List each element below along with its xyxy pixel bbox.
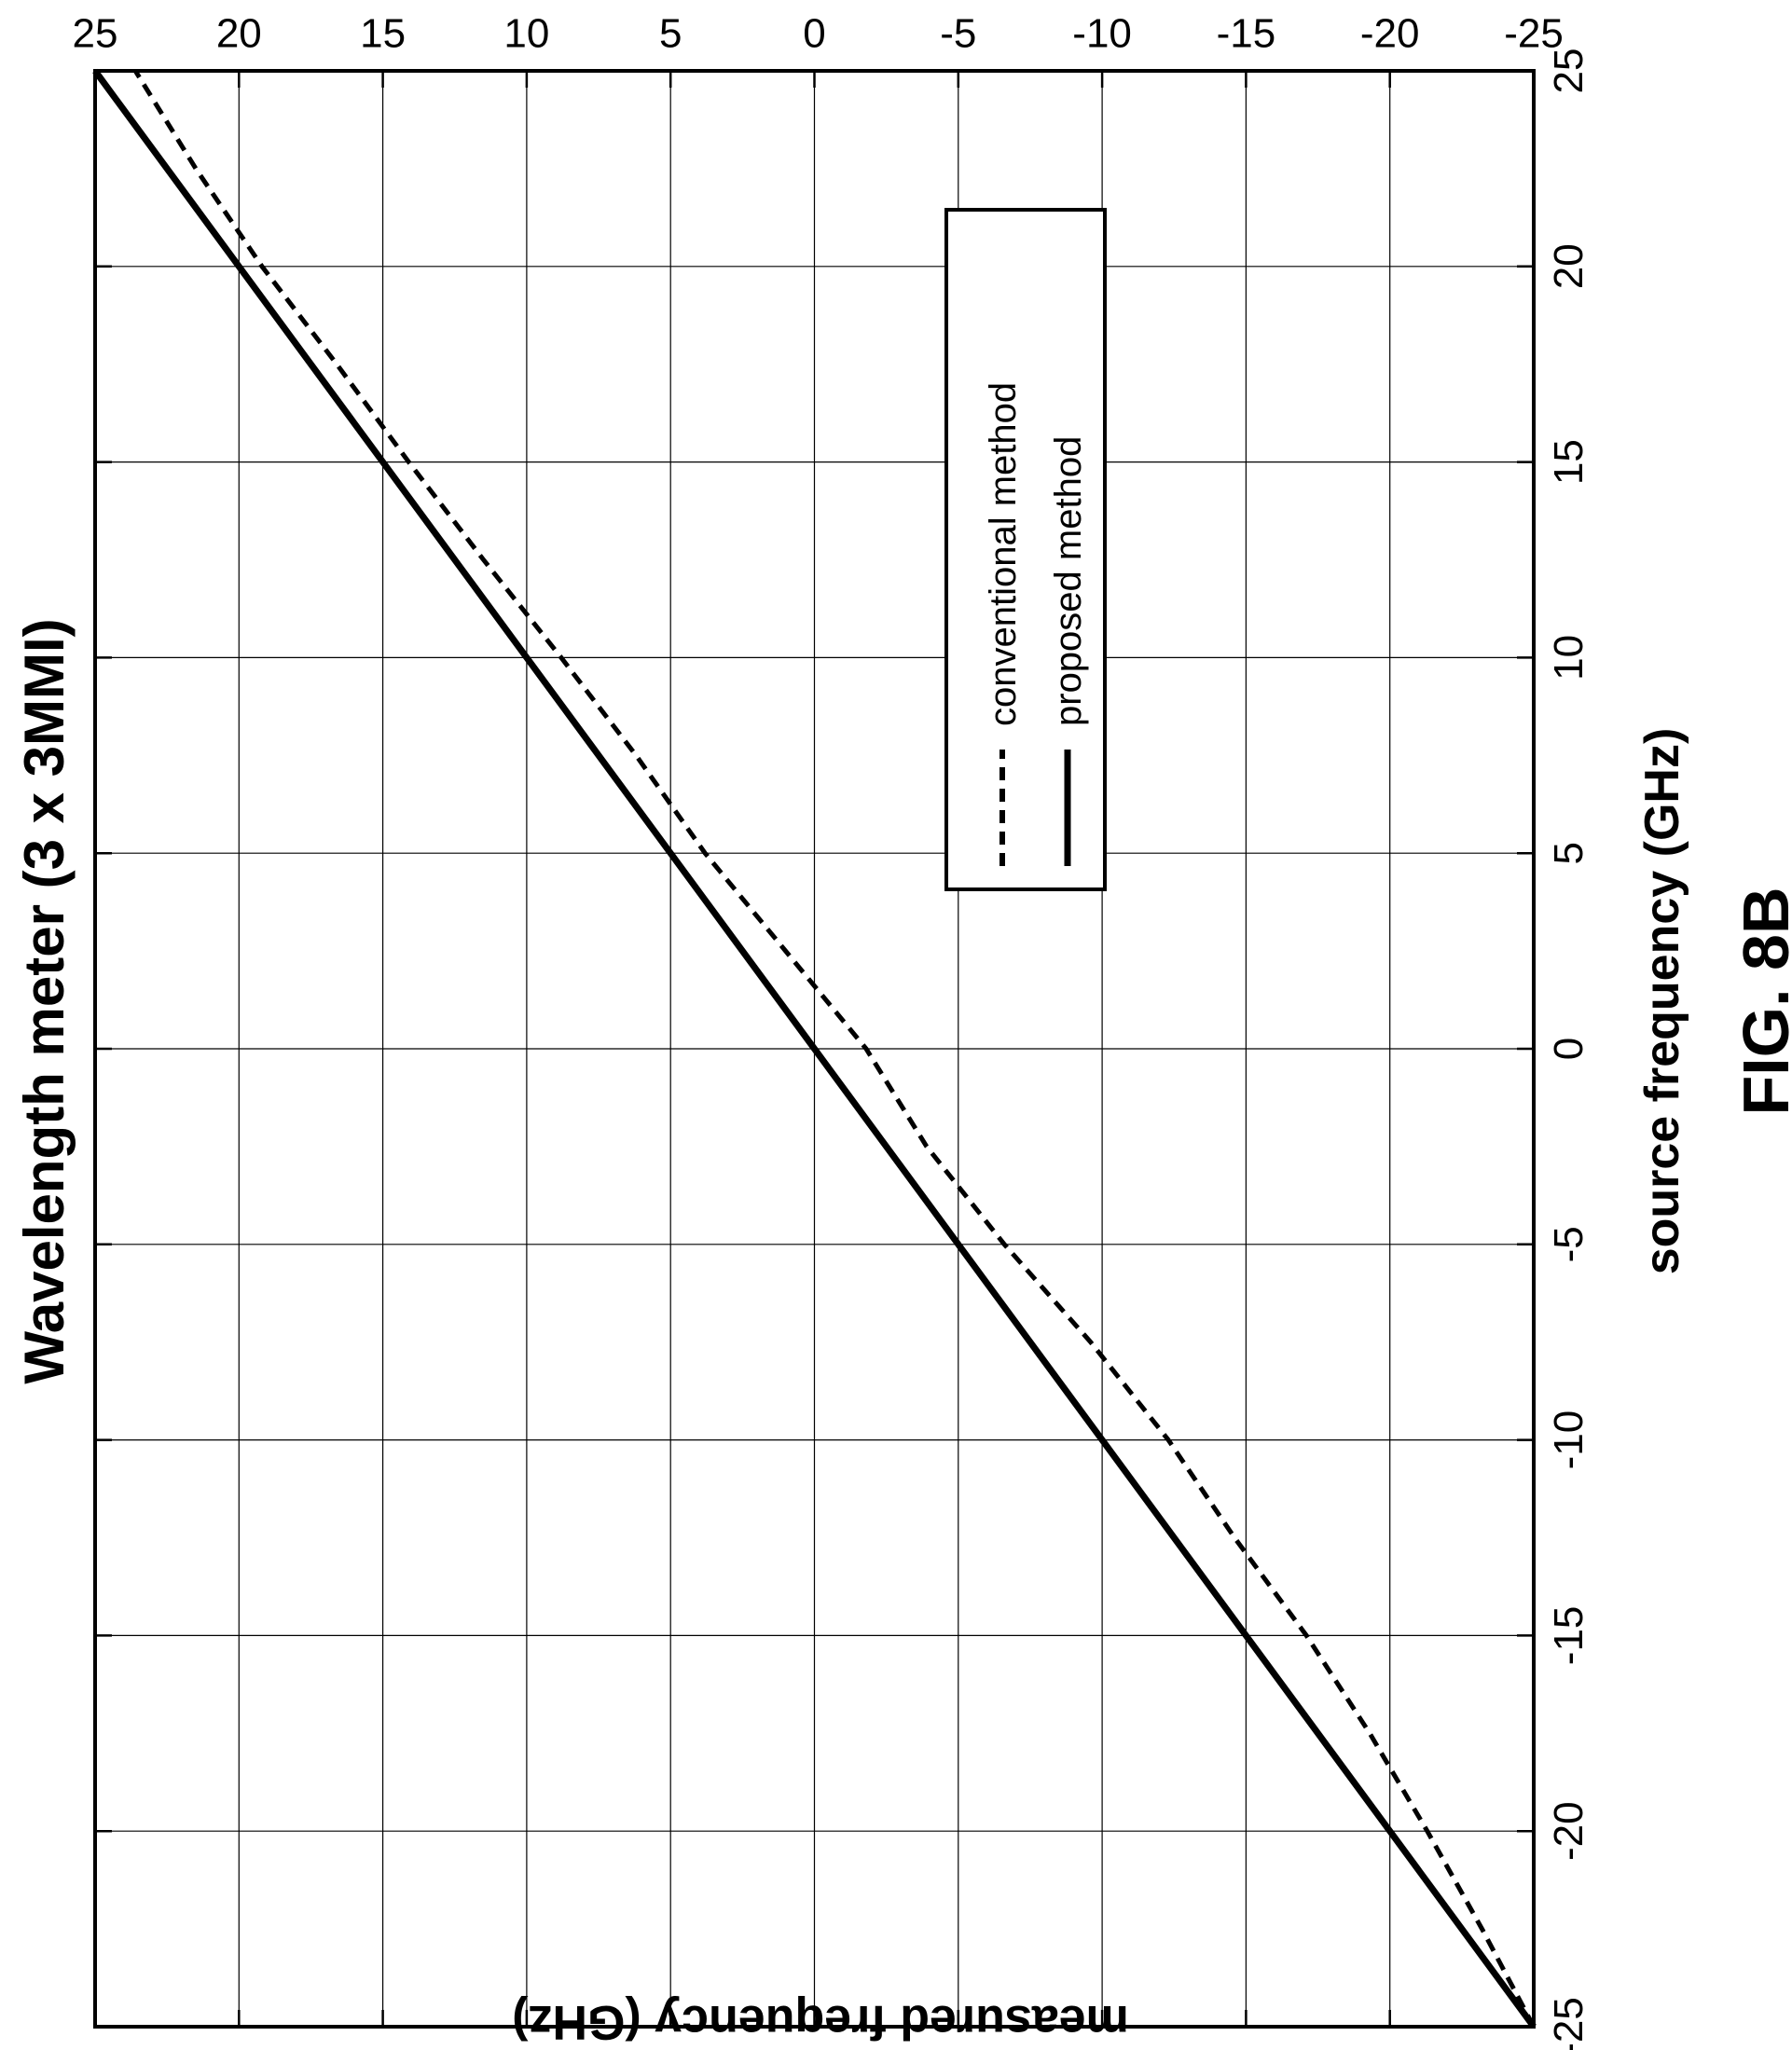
x-tick-label: -20: [1546, 1801, 1592, 1861]
x-tick-label: -5: [1546, 1226, 1592, 1262]
x-tick-label: 5: [1546, 842, 1592, 864]
legend-entry-conventional: conventional method: [983, 382, 1024, 726]
y-tick-label: -15: [1217, 11, 1276, 57]
y-tick-label: 20: [216, 11, 262, 57]
y-tick-label: 5: [659, 11, 682, 57]
chart-title: Wavelength meter (3 x 3MMI): [13, 618, 76, 1383]
series-line-proposed: [92, 68, 1537, 2029]
x-tick-label: -15: [1546, 1606, 1592, 1666]
y-tick-label: -10: [1072, 11, 1132, 57]
rotated-chart-group: Wavelength meter (3 x 3MMI) -25 -20 -15 -10…: [13, 11, 1792, 2050]
legend-entry-proposed: proposed method: [1048, 436, 1089, 726]
legend-box: [944, 208, 1107, 891]
y-tick-label: 15: [360, 11, 406, 57]
y-tick-label: 25: [73, 11, 118, 57]
x-tick-label: -10: [1546, 1410, 1592, 1470]
x-tick-label: 20: [1546, 243, 1592, 289]
series-line-conventional: [133, 69, 1537, 2029]
y-tick-label: 0: [803, 11, 825, 57]
x-axis-label: source frequency (GHz): [1635, 728, 1689, 1275]
series-lines: [92, 68, 1537, 2029]
x-tick-label: 0: [1546, 1038, 1592, 1060]
x-tick-labels: -25 -20 -15 -10 -5 0 5 10 15 20 25: [1546, 48, 1592, 2050]
y-tick-label: 10: [503, 11, 549, 57]
y-tick-label: -5: [940, 11, 976, 57]
plot-frame: [93, 69, 1536, 2029]
y-tick-label: -25: [1504, 11, 1564, 57]
legend: conventional method proposed method: [944, 208, 1107, 891]
x-tick-label: -25: [1546, 1997, 1592, 2050]
figure-label: FIG. 8B: [1730, 887, 1792, 1115]
y-tick-label: -20: [1360, 11, 1420, 57]
y-axis-label: measured frequency (GHz): [512, 1995, 1129, 2049]
x-tick-label: 15: [1546, 439, 1592, 485]
x-tick-label: 10: [1546, 635, 1592, 681]
x-tick-label: 25: [1546, 48, 1592, 94]
y-tick-labels: -25 -20 -15 -10 -5 0 5 10 15 20 25: [73, 11, 1564, 57]
